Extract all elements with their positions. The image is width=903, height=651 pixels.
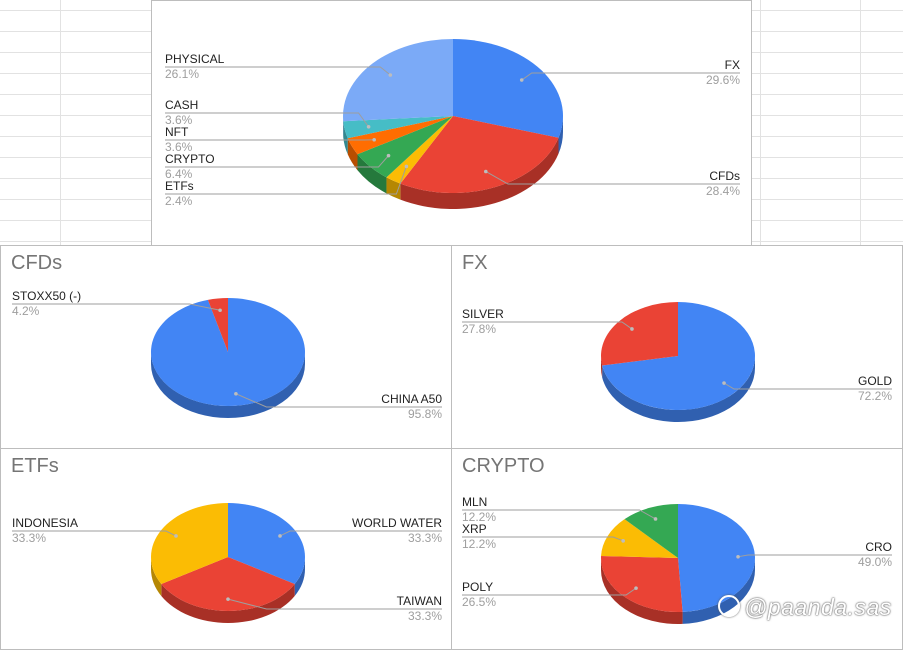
- pie-0-label-nft: NFT: [165, 125, 189, 139]
- pie-0-label-etfs: ETFs: [165, 179, 194, 193]
- pie-2-label-silver: SILVER: [462, 307, 504, 321]
- pie-4-label-mln: MLN: [462, 495, 487, 509]
- pie-3-pct-world-water: 33.3%: [408, 531, 442, 545]
- pie-0-pct-cash: 3.6%: [165, 113, 193, 127]
- pie-0-dot-nft: [372, 138, 376, 142]
- pie-3-pct-taiwan: 33.3%: [408, 609, 442, 623]
- pie-0-leader-cash: [165, 113, 369, 127]
- pie-2-pct-gold: 72.2%: [858, 389, 892, 403]
- pie-4-dot-cro: [736, 555, 740, 559]
- watermark-text: @paanda.sas: [744, 594, 892, 620]
- pie-2-label-gold: GOLD: [858, 374, 892, 388]
- pie-1-label-stoxx50: STOXX50 (-): [12, 289, 81, 303]
- pie-4-label-poly: POLY: [462, 580, 493, 594]
- pie-0-pct-nft: 3.6%: [165, 140, 193, 154]
- pie-0-dot-fx: [520, 78, 524, 82]
- pie-4-pct-xrp: 12.2%: [462, 537, 496, 551]
- pie-0-dot-cfds: [484, 170, 488, 174]
- pie-4-pct-mln: 12.2%: [462, 510, 496, 524]
- pie-2-pct-silver: 27.8%: [462, 322, 496, 336]
- pie-3-dot-world-water: [278, 534, 282, 538]
- pie-4-label-cro: CRO: [865, 540, 892, 554]
- pie-3-dot-taiwan: [226, 597, 230, 601]
- pie-0-dot-cash: [367, 125, 371, 129]
- pie-0-label-fx: FX: [725, 58, 740, 72]
- pie-3-label-world-water: WORLD WATER: [352, 516, 442, 530]
- pie-1-dot-stoxx50: [218, 308, 222, 312]
- pie-0-dot-crypto: [387, 154, 391, 158]
- pie-0-pct-physical: 26.1%: [165, 67, 199, 81]
- pie-0-dot-physical: [389, 73, 393, 77]
- pie-0-label-physical: PHYSICAL: [165, 52, 225, 66]
- pie-4-pct-cro: 49.0%: [858, 555, 892, 569]
- pie-0-dot-etfs: [405, 165, 409, 169]
- pie-1-pct-stoxx50: 4.2%: [12, 304, 40, 318]
- pie-3-label-indonesia: INDONESIA: [12, 516, 78, 530]
- pie-3-dot-indonesia: [174, 534, 178, 538]
- pie-4-pct-poly: 26.5%: [462, 595, 496, 609]
- pie-0-slice-physical[interactable]: [343, 39, 453, 121]
- watermark-logo-icon: [718, 595, 740, 617]
- pie-0-label-cfds: CFDs: [709, 169, 740, 183]
- chart-etfs-svg: WORLD WATER33.3%TAIWAN33.3%INDONESIA33.3…: [1, 449, 453, 651]
- pie-3: WORLD WATER33.3%TAIWAN33.3%INDONESIA33.3…: [12, 503, 442, 623]
- pie-1-pct-china-a50: 95.8%: [408, 407, 442, 421]
- pie-3-label-taiwan: TAIWAN: [397, 594, 442, 608]
- pie-0-label-cash: CASH: [165, 98, 198, 112]
- pie-2-dot-gold: [722, 381, 726, 385]
- pie-0-pct-crypto: 6.4%: [165, 167, 193, 181]
- pie-4-slice-poly[interactable]: [601, 556, 683, 612]
- pie-4-dot-mln: [654, 517, 658, 521]
- pie-4-dot-xrp: [621, 539, 625, 543]
- pie-1-label-china-a50: CHINA A50: [381, 392, 442, 406]
- pie-0-pct-cfds: 28.4%: [706, 184, 740, 198]
- pie-2-slice-silver[interactable]: [601, 302, 678, 365]
- pie-4-dot-poly: [634, 586, 638, 590]
- pie-0-pct-etfs: 2.4%: [165, 194, 193, 208]
- pie-0-label-crypto: CRYPTO: [165, 152, 215, 166]
- watermark: @paanda.sas: [718, 594, 892, 621]
- pie-0-pct-fx: 29.6%: [706, 73, 740, 87]
- pie-2-dot-silver: [630, 327, 634, 331]
- pie-3-pct-indonesia: 33.3%: [12, 531, 46, 545]
- pie-4-label-xrp: XRP: [462, 522, 487, 536]
- pie-1-dot-china-a50: [234, 392, 238, 396]
